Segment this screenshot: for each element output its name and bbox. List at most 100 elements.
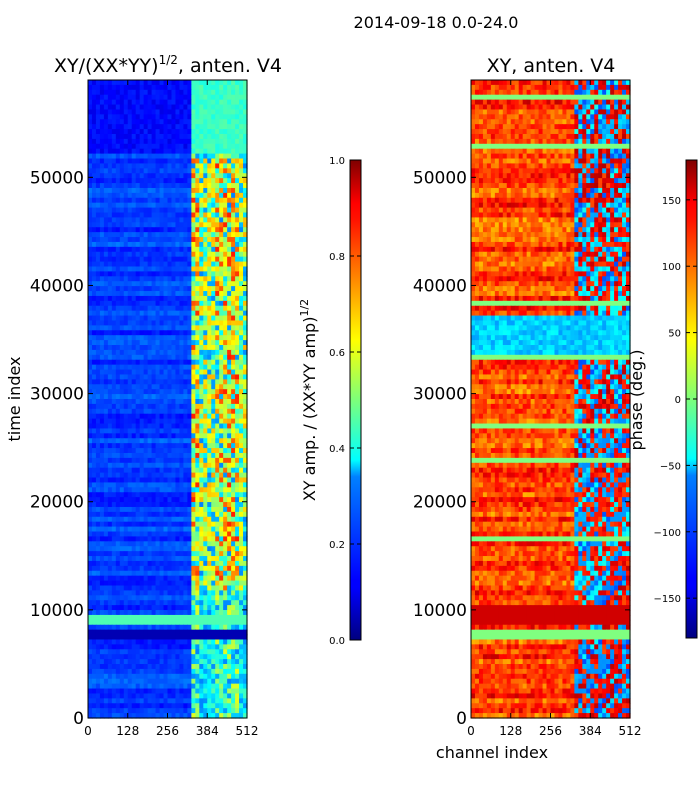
heatmap-cell <box>207 138 212 145</box>
heatmap-cell <box>147 678 153 685</box>
heatmap-cell <box>167 511 173 518</box>
heatmap-cell <box>207 315 212 322</box>
heatmap-cell <box>163 178 169 184</box>
heatmap-cell <box>187 276 192 282</box>
heatmap-cell <box>203 261 208 268</box>
heatmap-cell <box>243 207 248 214</box>
heatmap-cell <box>107 433 113 439</box>
heatmap-cell <box>147 315 153 322</box>
heatmap-cell <box>187 168 192 174</box>
heatmap-cell <box>219 104 224 111</box>
heatmap-cell <box>155 187 161 194</box>
heatmap-cell <box>191 138 196 145</box>
heatmap-cell <box>123 511 129 518</box>
heatmap-cell <box>171 605 177 611</box>
heatmap-cell <box>115 310 121 317</box>
heatmap-cell <box>127 619 133 626</box>
heatmap-cell <box>91 438 97 444</box>
heatmap-cell <box>195 276 200 282</box>
heatmap-cell <box>131 433 137 439</box>
heatmap-cell <box>123 688 129 695</box>
heatmap-cell <box>215 261 220 268</box>
heatmap-cell <box>227 99 232 106</box>
heatmap-cell <box>99 320 105 326</box>
heatmap-cell <box>155 570 161 577</box>
heatmap-cell <box>231 531 236 538</box>
heatmap-cell <box>199 384 204 390</box>
heatmap-cell <box>219 80 224 86</box>
heatmap-cell <box>239 634 244 641</box>
heatmap-cell <box>159 291 165 297</box>
heatmap-cell <box>111 575 117 582</box>
heatmap-cell <box>239 423 244 430</box>
heatmap-cell <box>115 526 121 533</box>
heatmap-cell <box>123 315 129 322</box>
heatmap-cell <box>191 261 196 268</box>
heatmap-cell <box>131 413 137 420</box>
heatmap-cell <box>163 614 169 621</box>
heatmap-cell <box>195 546 200 552</box>
heatmap-cell <box>231 251 236 258</box>
heatmap-cell <box>151 291 157 297</box>
heatmap-cell <box>187 310 192 317</box>
heatmap-cell <box>131 109 137 115</box>
heatmap-cell <box>167 202 173 209</box>
heatmap-cell <box>103 340 109 346</box>
heatmap-cell <box>235 192 240 199</box>
heatmap-cell <box>151 109 157 115</box>
heatmap-cell <box>99 428 105 434</box>
heatmap-cell <box>163 192 169 199</box>
heatmap-cell <box>215 305 220 312</box>
heatmap-cell <box>243 433 248 439</box>
heatmap-cell <box>199 482 204 488</box>
heatmap-cell <box>175 394 181 400</box>
heatmap-cell <box>123 639 129 645</box>
heatmap-cell <box>219 605 224 611</box>
heatmap-cell <box>199 246 204 253</box>
heatmap-cell <box>227 605 232 611</box>
heatmap-cell <box>88 237 93 243</box>
heatmap-cell <box>147 556 153 562</box>
heatmap-cell <box>88 389 93 395</box>
heatmap-cell <box>187 668 192 675</box>
heatmap-cell <box>187 158 192 165</box>
heatmap-cell <box>103 354 109 361</box>
heatmap-cell <box>215 187 220 194</box>
heatmap-cell <box>139 94 145 101</box>
heatmap-cell <box>207 143 212 150</box>
heatmap-cell <box>227 237 232 243</box>
heatmap-cell <box>127 541 133 547</box>
heatmap-cell <box>163 654 169 660</box>
heatmap-cell <box>115 315 121 322</box>
heatmap-cell <box>88 477 93 484</box>
heatmap-cell <box>211 511 216 518</box>
heatmap-cell <box>107 94 113 101</box>
heatmap-cell <box>91 546 97 552</box>
heatmap-cell <box>195 664 200 670</box>
heatmap-cell <box>103 531 109 538</box>
heatmap-cell <box>183 153 188 160</box>
heatmap-cell <box>203 634 208 641</box>
heatmap-cell <box>155 477 161 484</box>
heatmap-cell <box>159 487 165 493</box>
heatmap-cell <box>219 286 224 292</box>
heatmap-cell <box>107 251 113 258</box>
heatmap-cell <box>163 286 169 292</box>
heatmap-cell <box>127 325 133 331</box>
heatmap-cell <box>179 521 185 528</box>
heatmap-cell <box>215 595 220 601</box>
heatmap-cell <box>139 492 145 498</box>
heatmap-cell <box>139 286 145 292</box>
heatmap-cell <box>88 511 93 518</box>
heatmap-cell <box>151 472 157 479</box>
heatmap-cell <box>103 634 109 641</box>
heatmap-cell <box>243 173 248 179</box>
heatmap-cell <box>207 688 212 695</box>
heatmap-cell <box>123 281 129 287</box>
heatmap-cell <box>143 271 149 277</box>
heatmap-cell <box>171 256 177 263</box>
heatmap-cell <box>135 482 141 488</box>
heatmap-cell <box>235 124 240 130</box>
heatmap-cell <box>243 516 248 523</box>
heatmap-cell <box>99 408 105 415</box>
